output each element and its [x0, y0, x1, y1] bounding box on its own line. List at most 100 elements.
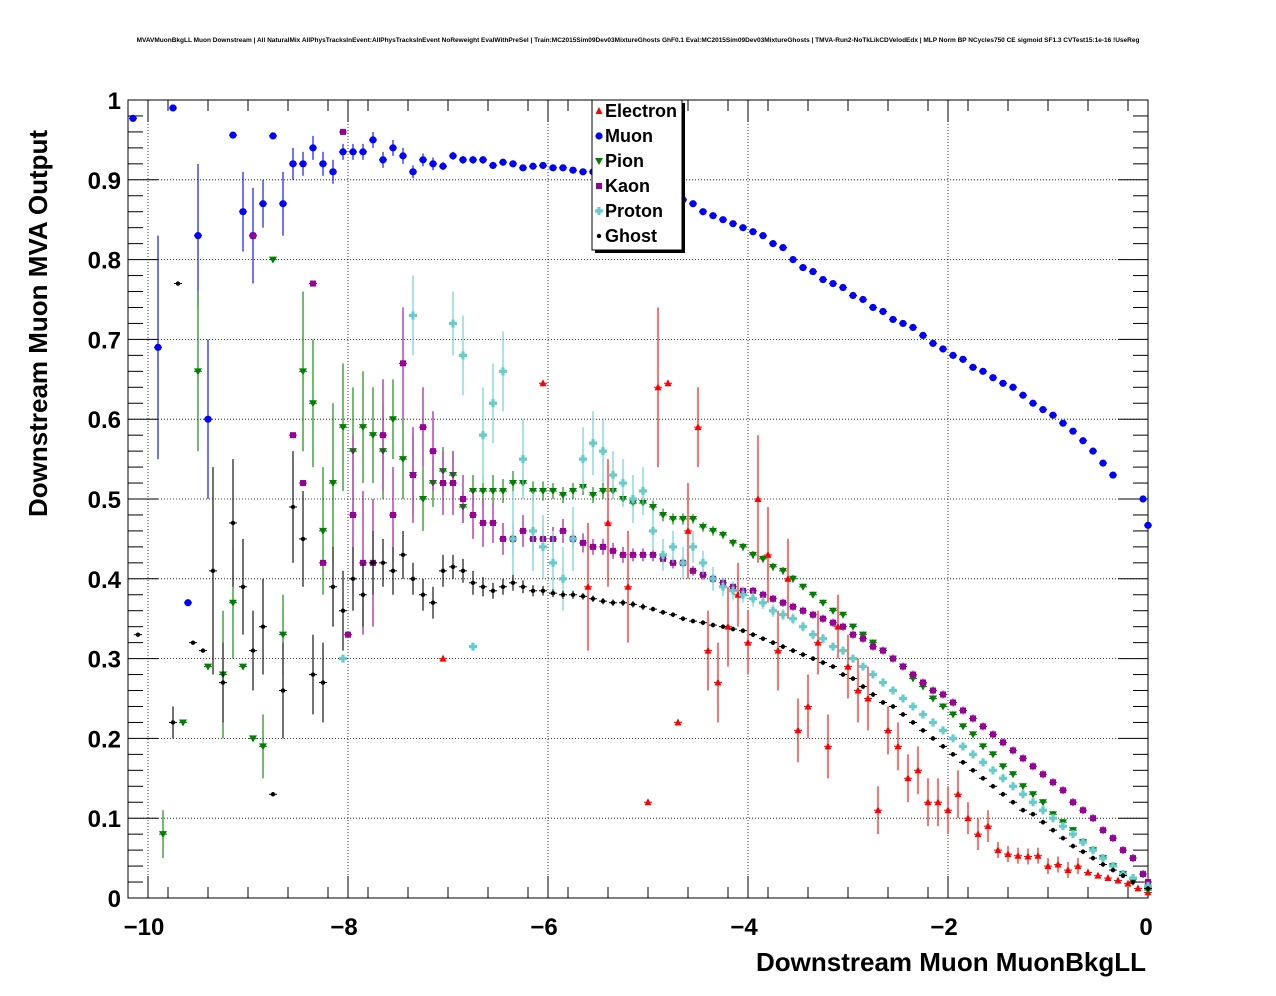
pion-point	[204, 663, 212, 671]
kaon-point	[960, 707, 966, 714]
pion-point	[499, 488, 507, 496]
ghost-point	[880, 700, 886, 705]
ghost-point	[310, 672, 316, 677]
proton-point	[999, 774, 1008, 783]
muon-point	[529, 162, 537, 170]
kaon-point	[1020, 755, 1026, 762]
muon-point	[329, 168, 337, 176]
muon-point	[749, 228, 757, 236]
muon-point	[479, 156, 487, 164]
proton-point	[889, 686, 898, 695]
proton-point	[929, 718, 938, 727]
y-tick-label: 0.6	[88, 407, 121, 434]
pion-point	[259, 743, 267, 751]
ghost-point	[330, 584, 336, 589]
pion-point	[269, 256, 277, 264]
kaon-point	[910, 671, 916, 678]
x-tick-label: −6	[530, 914, 557, 941]
muon-point	[779, 244, 787, 252]
ghost-point	[970, 768, 976, 773]
x-tick-label: −2	[930, 914, 957, 941]
ghost-point	[700, 620, 706, 625]
ghost-point	[770, 640, 776, 645]
proton-point	[709, 574, 718, 583]
ghost-point	[470, 580, 476, 585]
electron-point	[654, 383, 662, 391]
ghost-point	[290, 504, 296, 510]
electron-point	[954, 790, 962, 798]
pion-point	[999, 763, 1007, 771]
proton-point	[508, 534, 517, 543]
proton-point	[949, 734, 958, 743]
kaon-point	[340, 128, 346, 135]
kaon-point	[630, 551, 636, 558]
muon-point	[729, 220, 737, 228]
electron-point	[814, 638, 822, 646]
electron-point	[724, 622, 732, 630]
ghost-point	[590, 596, 596, 601]
electron-point	[964, 814, 972, 822]
muon-point	[539, 161, 547, 170]
y-tick-label: 0.2	[88, 726, 121, 753]
pion-point	[359, 424, 367, 432]
series-muon	[129, 104, 1152, 607]
electron-point	[874, 806, 882, 814]
muon-point	[1139, 495, 1147, 503]
electron-point	[604, 518, 612, 526]
x-tick-label: −4	[730, 914, 758, 941]
ghost-point	[420, 592, 426, 597]
kaon-point	[770, 595, 776, 602]
ghost-point	[950, 752, 956, 757]
kaon-point	[800, 607, 806, 614]
legend-marker-kaon	[596, 183, 602, 189]
proton-point	[899, 694, 908, 703]
legend-marker-electron	[595, 107, 603, 114]
muon-point	[1009, 383, 1017, 391]
pion-point	[689, 515, 697, 523]
ghost-point	[920, 728, 926, 733]
muon-point	[789, 256, 797, 264]
kaon-point	[1120, 847, 1126, 854]
proton-point	[749, 594, 758, 603]
ghost-point	[1070, 843, 1076, 849]
kaon-point	[1030, 763, 1036, 770]
proton-point	[1049, 814, 1057, 823]
proton-point	[789, 614, 798, 623]
muon-point	[1089, 447, 1097, 455]
kaon-point	[420, 424, 426, 431]
muon-point	[289, 160, 297, 168]
proton-point	[699, 558, 708, 567]
electron-point	[844, 662, 852, 670]
muon-point	[519, 164, 527, 172]
ghost-point	[630, 602, 636, 607]
proton-point	[559, 574, 568, 583]
electron-point	[1054, 860, 1062, 868]
kaon-point	[1010, 747, 1016, 754]
proton-point	[679, 558, 688, 567]
pion-point	[669, 515, 677, 523]
ghost-point	[480, 584, 486, 589]
electron-point	[624, 582, 632, 590]
muon-point	[459, 156, 467, 164]
ghost-point	[940, 744, 946, 749]
proton-point	[989, 766, 998, 775]
muon-point	[1019, 391, 1027, 399]
pion-point	[1009, 771, 1017, 779]
kaon-point	[640, 551, 646, 558]
y-tick-label: 0.9	[88, 168, 121, 195]
pion-point	[369, 432, 377, 440]
y-tick-label: 0.4	[88, 567, 122, 594]
electron-point	[1104, 874, 1112, 882]
proton-point	[589, 439, 598, 448]
y-tick-labels: 0 0.1 0.2 0.3 0.4 0.5 0.6 0.7 0.8 0.9 1	[88, 88, 122, 913]
proton-point	[1009, 782, 1018, 791]
ghost-point	[570, 592, 576, 597]
kaon-point	[470, 511, 476, 518]
pion-point	[949, 711, 957, 719]
pion-point	[709, 527, 717, 535]
kaon-point	[1060, 787, 1066, 794]
ghost-point	[520, 584, 526, 589]
muon-point	[359, 148, 367, 156]
proton-point	[819, 634, 828, 643]
ghost-point	[800, 652, 806, 657]
